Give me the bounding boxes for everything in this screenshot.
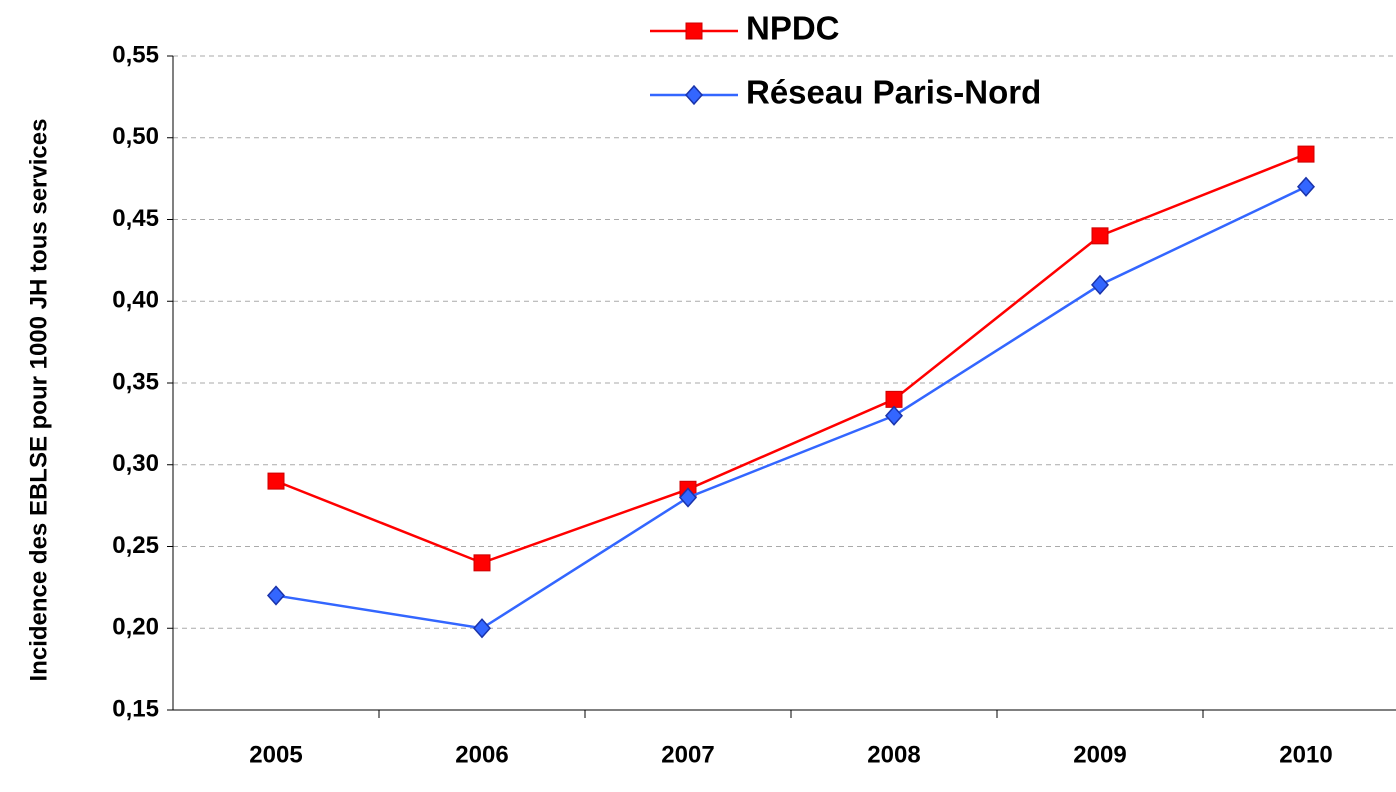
series-line — [275, 152, 1307, 565]
x-tick-label: 2005 — [249, 741, 302, 768]
marker — [884, 405, 904, 426]
y-tick-label: 0,40 — [112, 287, 159, 314]
y-axis-label: Incidence des EBLSE pour 1000 JH tous se… — [25, 119, 52, 682]
marker — [1091, 227, 1109, 245]
marker — [1296, 176, 1316, 197]
series-line — [275, 185, 1307, 630]
marker — [1297, 145, 1315, 163]
y-tick-label: 0,55 — [112, 41, 159, 68]
y-tick-label: 0,15 — [112, 695, 159, 722]
marker — [266, 585, 286, 606]
y-tick-label: 0,20 — [112, 614, 159, 641]
x-tick-label: 2006 — [455, 741, 508, 768]
x-tick-label: 2007 — [661, 741, 714, 768]
marker — [1090, 274, 1110, 296]
marker — [885, 390, 903, 408]
marker — [267, 472, 285, 490]
marker — [472, 618, 492, 639]
marker — [678, 487, 698, 508]
marker — [684, 84, 704, 106]
x-tick-label: 2010 — [1279, 741, 1332, 768]
y-tick-label: 0,50 — [112, 123, 159, 150]
marker — [473, 554, 491, 572]
legend-label: NPDC — [746, 10, 840, 47]
x-tick-label: 2008 — [867, 741, 920, 768]
x-tick-label: 2009 — [1073, 741, 1126, 768]
y-tick-label: 0,30 — [112, 450, 159, 477]
y-tick-label: 0,45 — [112, 205, 159, 232]
legend-label: Réseau Paris-Nord — [746, 74, 1041, 111]
y-tick-label: 0,35 — [112, 368, 159, 395]
y-tick-label: 0,25 — [112, 532, 159, 559]
marker — [685, 22, 703, 40]
